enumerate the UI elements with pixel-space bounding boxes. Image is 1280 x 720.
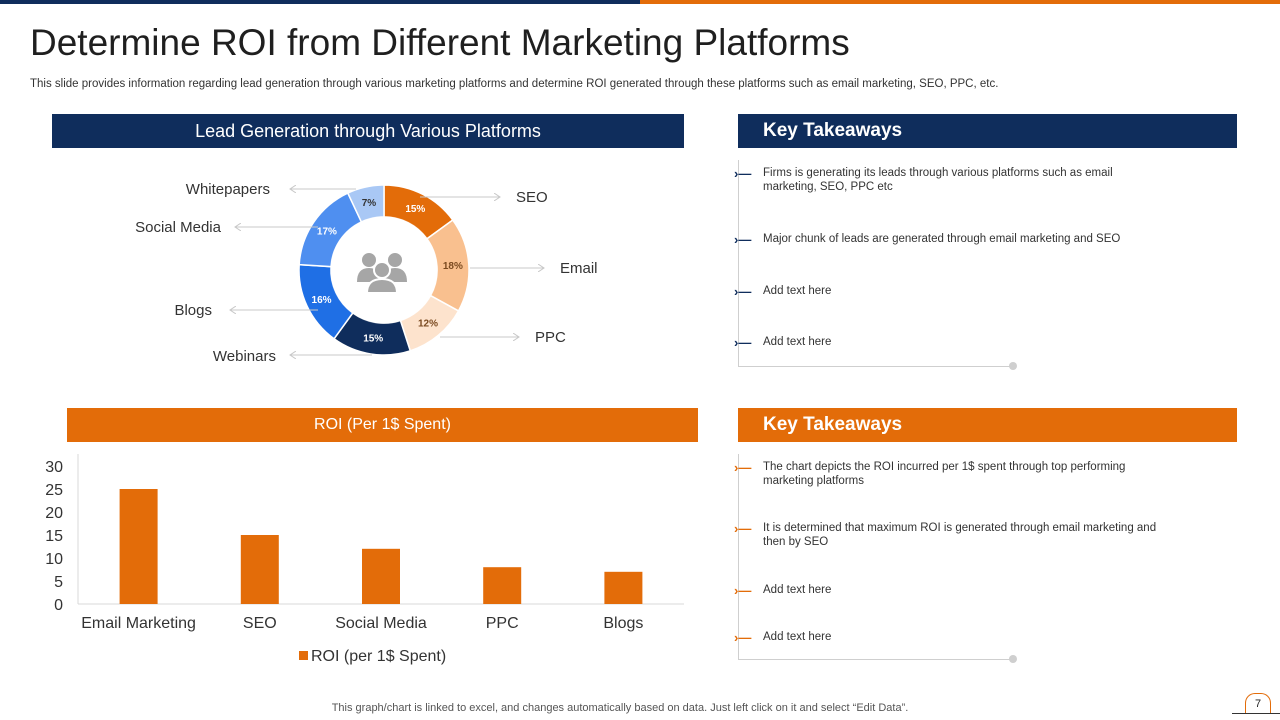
page-subtitle: This slide provides information regardin… bbox=[30, 78, 999, 90]
y-tick-label: 30 bbox=[45, 459, 63, 476]
lead-panel-title: Lead Generation through Various Platform… bbox=[195, 120, 541, 141]
page-title: Determine ROI from Different Marketing P… bbox=[30, 22, 850, 63]
page-number-underline bbox=[1232, 713, 1280, 714]
takeaways-top-hline bbox=[738, 366, 1013, 367]
y-tick-label: 20 bbox=[45, 505, 63, 522]
takeaways-bottom-header: Key Takeaways bbox=[738, 408, 1237, 442]
donut-value-label: 15% bbox=[405, 204, 425, 215]
y-tick-label: 15 bbox=[45, 528, 63, 545]
donut-category-label-ppc: PPC bbox=[535, 329, 566, 346]
donut-value-label: 17% bbox=[317, 227, 337, 238]
x-tick-label: Email Marketing bbox=[81, 615, 196, 632]
donut-category-label-email: Email bbox=[560, 260, 598, 277]
people-icon-head bbox=[362, 253, 376, 267]
donut-value-label: 12% bbox=[418, 319, 438, 330]
donut-category-label-webinars: Webinars bbox=[213, 348, 276, 365]
takeaway-text: It is determined that maximum ROI is gen… bbox=[763, 522, 1157, 548]
bar-email-marketing bbox=[119, 489, 158, 604]
top-accent-orange bbox=[640, 0, 1280, 4]
chevron-right-icon: ›— bbox=[734, 232, 752, 247]
x-tick-label: PPC bbox=[486, 615, 519, 632]
donut-category-label-seo: SEO bbox=[516, 189, 548, 206]
takeaway-text: Major chunk of leads are generated throu… bbox=[763, 233, 1121, 245]
people-group-icon bbox=[357, 253, 407, 294]
top-accent-navy bbox=[0, 0, 640, 4]
donut-inner-ring bbox=[330, 216, 438, 324]
donut-chart: 15% 18% 12% 15% 16% 17% 7% SEO Email PPC Webinars B… bbox=[135, 181, 598, 365]
chevron-right-icon: ›— bbox=[734, 630, 752, 645]
y-tick-label: 5 bbox=[54, 574, 63, 591]
chevron-right-icon: ›— bbox=[734, 166, 752, 181]
lead-panel-header: Lead Generation through Various Platform… bbox=[52, 114, 684, 148]
takeaway-text: Add text here bbox=[763, 631, 832, 643]
chevron-right-icon: ›— bbox=[734, 583, 752, 598]
takeaway-text: The chart depicts the ROI incurred per 1… bbox=[763, 461, 1126, 487]
roi-panel-header: ROI (Per 1$ Spent) bbox=[67, 408, 698, 442]
takeaways-bottom-vline bbox=[738, 454, 739, 659]
y-tick-label: 25 bbox=[45, 482, 63, 499]
x-tick-label: SEO bbox=[243, 615, 277, 632]
roi-panel-title: ROI (Per 1$ Spent) bbox=[314, 416, 451, 433]
takeaway-text: Firms is generating its leads through va… bbox=[763, 167, 1113, 193]
top-accent-bar bbox=[0, 0, 1280, 4]
takeaways-top-end-dot bbox=[1009, 362, 1017, 370]
chevron-right-icon: ›— bbox=[734, 335, 752, 350]
takeaways-top-header: Key Takeaways bbox=[738, 114, 1237, 148]
donut-value-label: 16% bbox=[312, 295, 332, 306]
takeaway-text: Add text here bbox=[763, 285, 832, 297]
bar-ppc bbox=[483, 567, 522, 604]
footer-note-wrap: This graph/chart is linked to excel, and… bbox=[0, 702, 1280, 714]
donut-category-label-blogs: Blogs bbox=[174, 302, 212, 319]
donut-category-label-whitepapers: Whitepapers bbox=[186, 181, 270, 198]
takeaways-bottom-end-dot bbox=[1009, 655, 1017, 663]
donut-value-label: 18% bbox=[443, 261, 463, 272]
bar-blogs bbox=[604, 571, 643, 604]
donut-value-label: 7% bbox=[362, 198, 377, 209]
donut-slice-whitepapers bbox=[346, 184, 385, 224]
chevron-right-icon: ›— bbox=[734, 284, 752, 299]
footer-note: This graph/chart is linked to excel, and… bbox=[331, 702, 909, 714]
takeaways-bottom-title: Key Takeaways bbox=[763, 414, 903, 435]
donut-category-label-social-media: Social Media bbox=[135, 219, 222, 236]
y-tick-label: 10 bbox=[45, 551, 63, 568]
takeaways-top-title: Key Takeaways bbox=[763, 120, 903, 141]
takeaway-text: Add text here bbox=[763, 336, 832, 348]
bar-seo bbox=[240, 535, 279, 604]
bar-chart: 0 5 10 15 20 25 30 Email Marketing SEO Social Med… bbox=[45, 454, 684, 665]
takeaways-top-vline bbox=[738, 160, 739, 366]
x-tick-label: Blogs bbox=[603, 615, 643, 632]
donut-value-label: 15% bbox=[363, 334, 383, 345]
chevron-right-icon: ›— bbox=[734, 521, 752, 536]
legend-swatch bbox=[299, 651, 308, 660]
takeaway-text: Add text here bbox=[763, 584, 832, 596]
people-icon-head bbox=[388, 253, 402, 267]
x-tick-label: Social Media bbox=[335, 615, 427, 632]
legend-label: ROI (per 1$ Spent) bbox=[311, 648, 446, 665]
takeaways-bottom-list: ›— The chart depicts the ROI incurred pe… bbox=[734, 454, 1238, 669]
people-icon-body bbox=[365, 277, 399, 294]
page-number: 7 bbox=[1245, 693, 1271, 714]
y-tick-label: 0 bbox=[54, 597, 63, 614]
chevron-right-icon: ›— bbox=[734, 460, 752, 475]
bar-social-media bbox=[362, 548, 400, 604]
takeaways-top-list: ›— Firms is generating its leads through… bbox=[734, 160, 1238, 375]
takeaways-bottom-hline bbox=[738, 659, 1013, 660]
